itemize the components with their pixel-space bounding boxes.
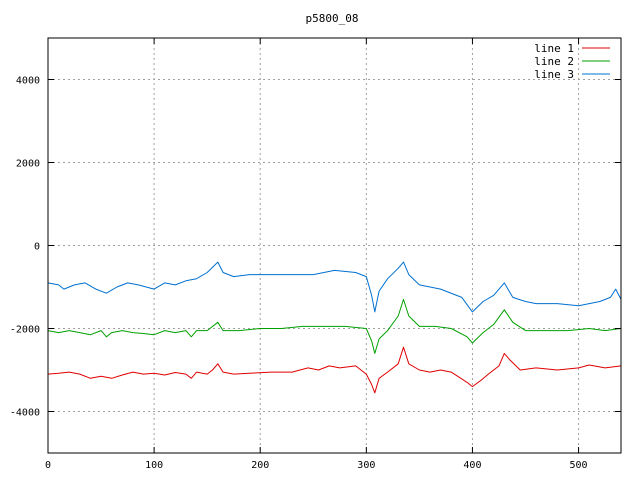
series-line-1 bbox=[47, 346, 622, 394]
y-tick-label: -4000 bbox=[10, 408, 40, 419]
x-tick-label: 200 bbox=[251, 460, 269, 471]
x-tick-label: 400 bbox=[463, 460, 481, 471]
y-tick-label: 0 bbox=[34, 242, 40, 253]
x-tick-label: 300 bbox=[357, 460, 375, 471]
series-group bbox=[47, 261, 622, 394]
y-tick-label: 2000 bbox=[16, 159, 40, 170]
series-line-2 bbox=[47, 298, 622, 354]
series-line-3 bbox=[47, 261, 622, 313]
grid-lines bbox=[48, 38, 621, 453]
axis-ticks: 0 100 200 300 400 500 -4000 -2000 0 2000 4000 bbox=[10, 38, 621, 471]
y-tick-label: 4000 bbox=[16, 76, 40, 87]
y-tick-label: -2000 bbox=[10, 325, 40, 336]
chart-title: p5800_08 bbox=[306, 12, 359, 25]
x-tick-label: 500 bbox=[570, 460, 588, 471]
legend-label-2: line 2 bbox=[534, 55, 574, 68]
x-tick-label: 0 bbox=[45, 460, 51, 471]
x-tick-label: 100 bbox=[145, 460, 163, 471]
legend-label-1: line 1 bbox=[534, 42, 574, 55]
legend-label-3: line 3 bbox=[534, 68, 574, 81]
